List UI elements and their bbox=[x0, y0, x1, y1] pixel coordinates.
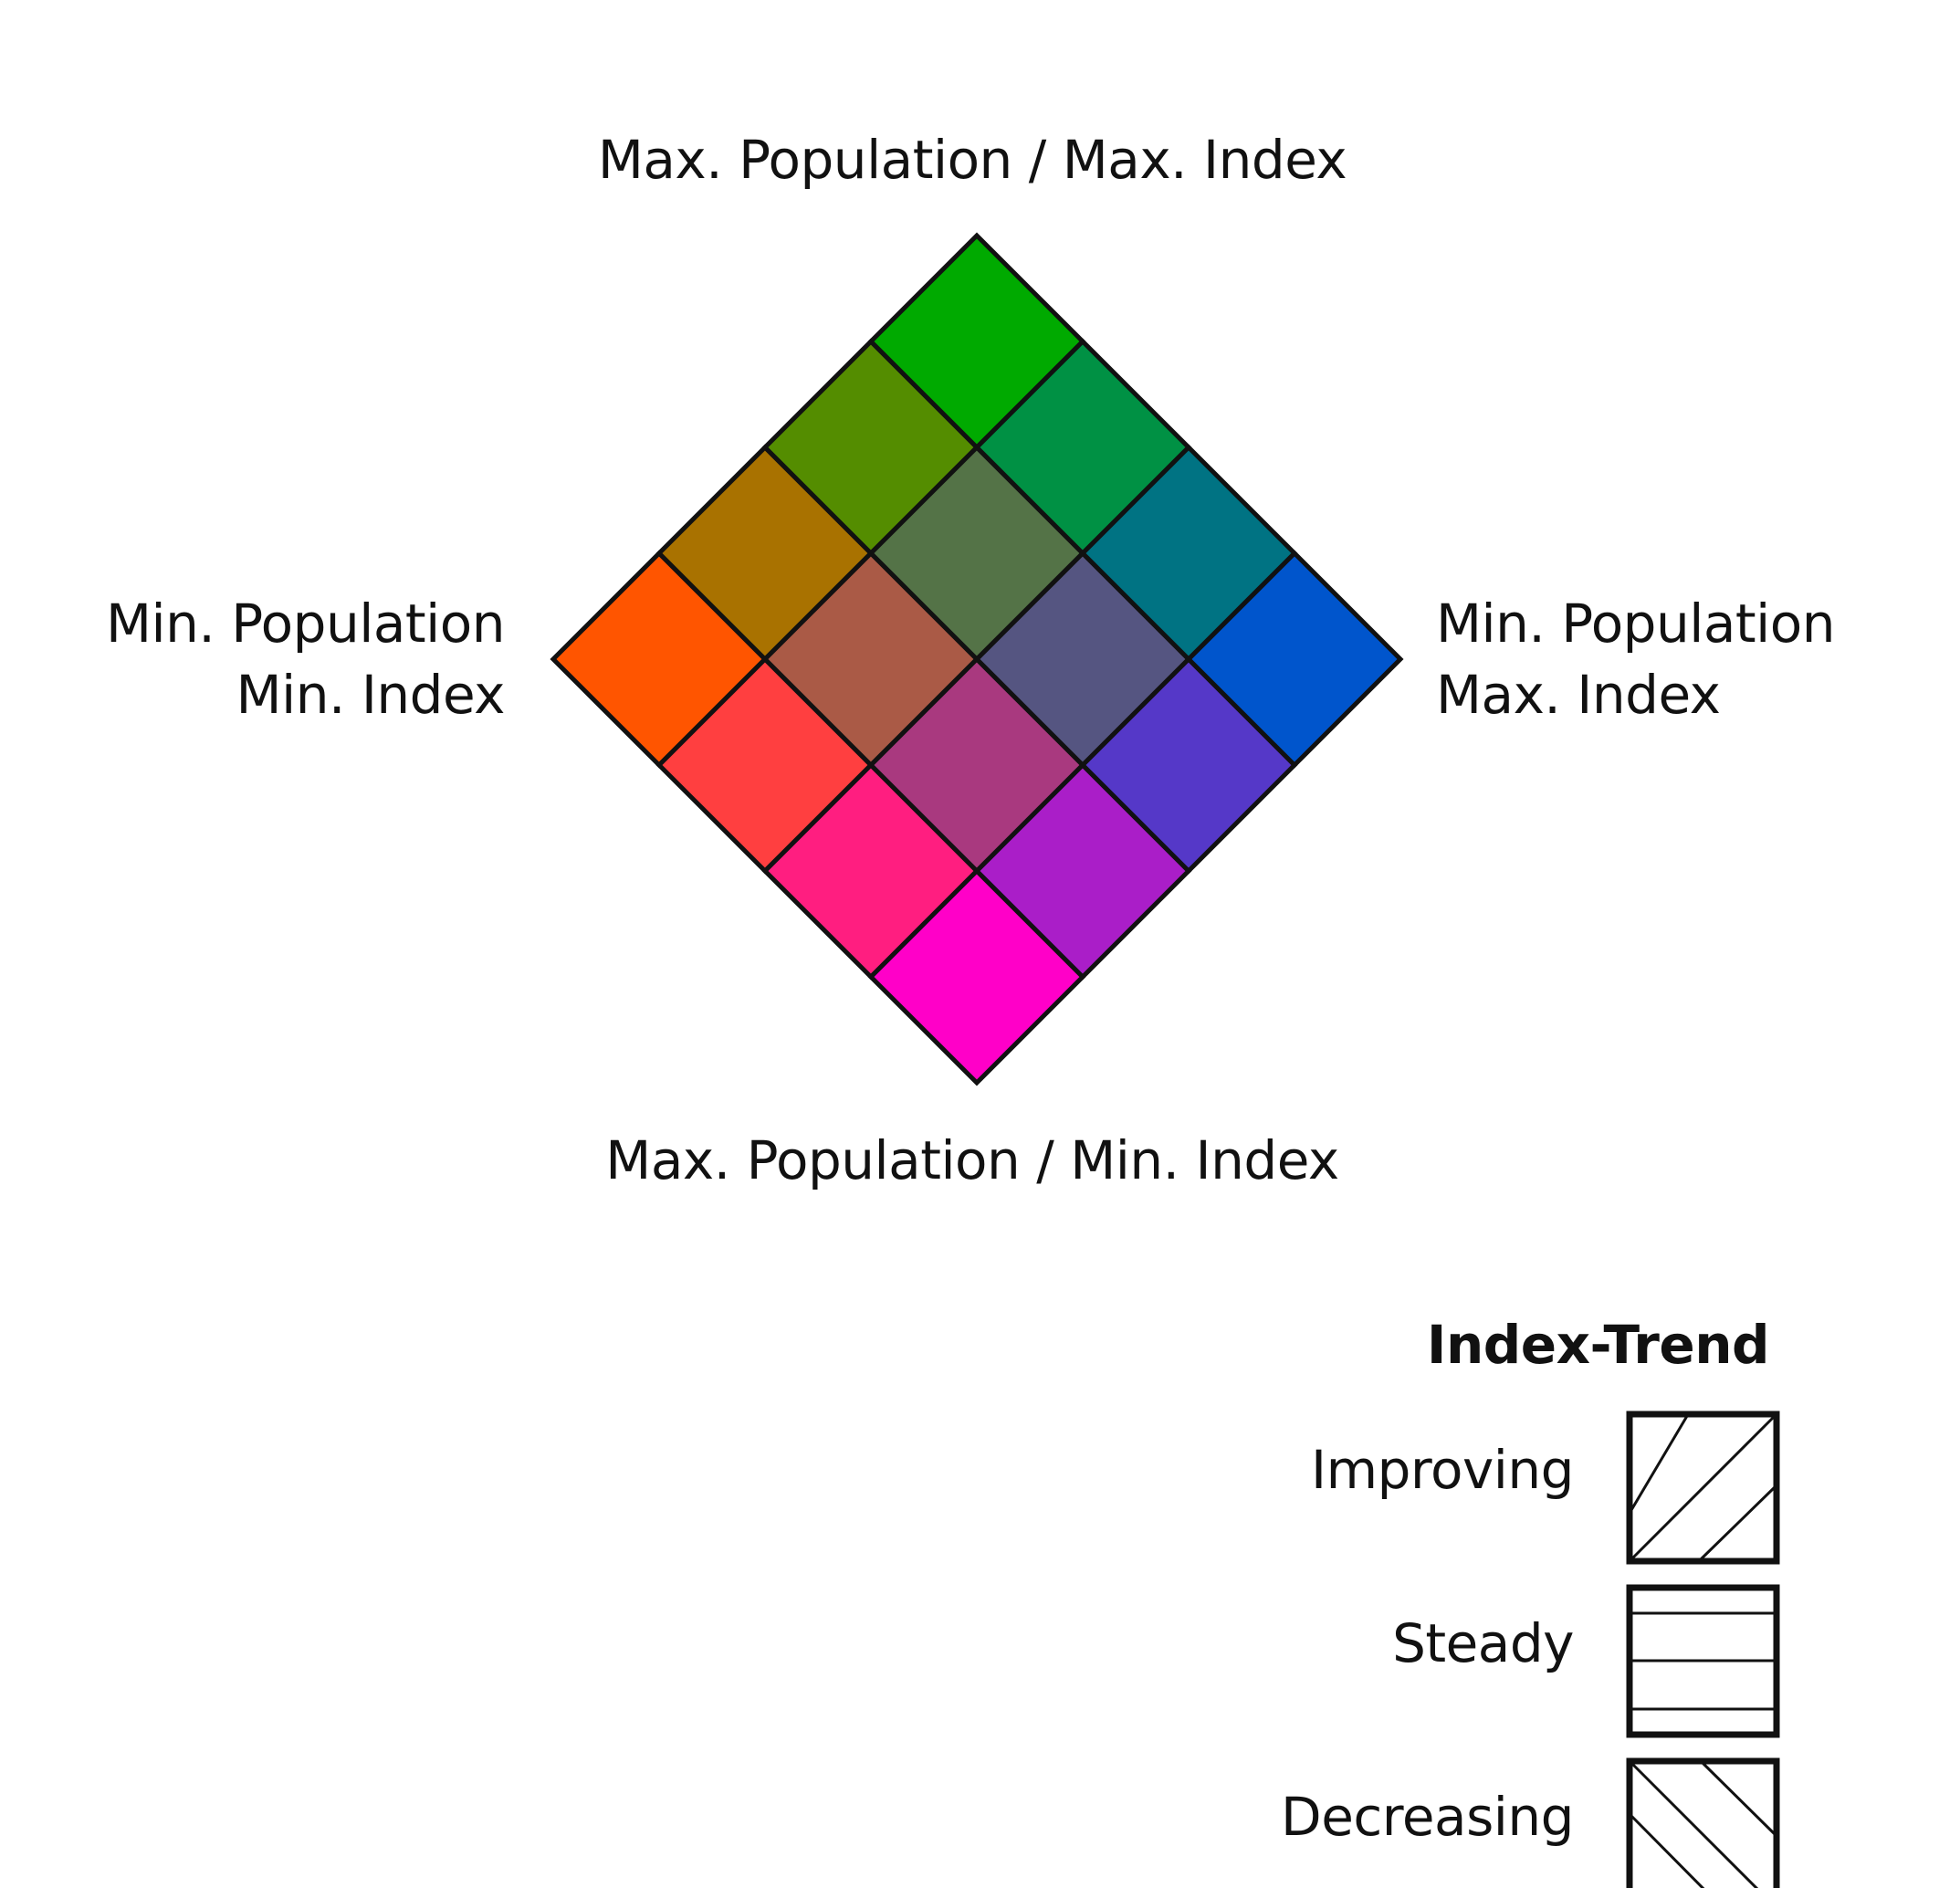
top-corner-label: Max. Population / Max. Index bbox=[597, 129, 1347, 191]
left-label-line2: Min. Index bbox=[236, 664, 506, 726]
hatch-line bbox=[1699, 1485, 1777, 1561]
trend-swatch-steady bbox=[1626, 1584, 1780, 1738]
bottom-corner-label: Max. Population / Min. Index bbox=[605, 1129, 1339, 1191]
swatch-border bbox=[1626, 1584, 1780, 1738]
right-label-line1: Min. Population bbox=[1436, 593, 1836, 655]
hatch-line bbox=[1630, 1814, 1705, 1888]
hatch-line bbox=[1630, 1414, 1777, 1561]
right-corner-label: Min. Population Max. Index bbox=[1436, 588, 1836, 730]
trend-label-decreasing: Decreasing bbox=[1281, 1786, 1574, 1848]
left-corner-label: Min. Population Min. Index bbox=[105, 588, 506, 730]
hatch-line bbox=[1630, 1761, 1759, 1888]
trend-legend-title: Index-Trend bbox=[1426, 1314, 1770, 1376]
grid-cell-3-3 bbox=[1185, 550, 1404, 769]
trend-swatch-decreasing bbox=[1626, 1757, 1780, 1888]
right-label-line2: Max. Index bbox=[1436, 664, 1721, 726]
hatch-line bbox=[1630, 1415, 1689, 1511]
trend-label-improving: Improving bbox=[1311, 1439, 1575, 1501]
swatch-border bbox=[1626, 1757, 1780, 1888]
trend-label-steady: Steady bbox=[1392, 1612, 1574, 1674]
left-label-line1: Min. Population bbox=[105, 593, 506, 655]
trend-pattern-swatches bbox=[1626, 1411, 1780, 1888]
trend-swatch-improving bbox=[1626, 1411, 1780, 1565]
bivariate-color-grid bbox=[550, 232, 1404, 1086]
hatch-line bbox=[1701, 1761, 1777, 1836]
swatch-border bbox=[1626, 1411, 1780, 1565]
